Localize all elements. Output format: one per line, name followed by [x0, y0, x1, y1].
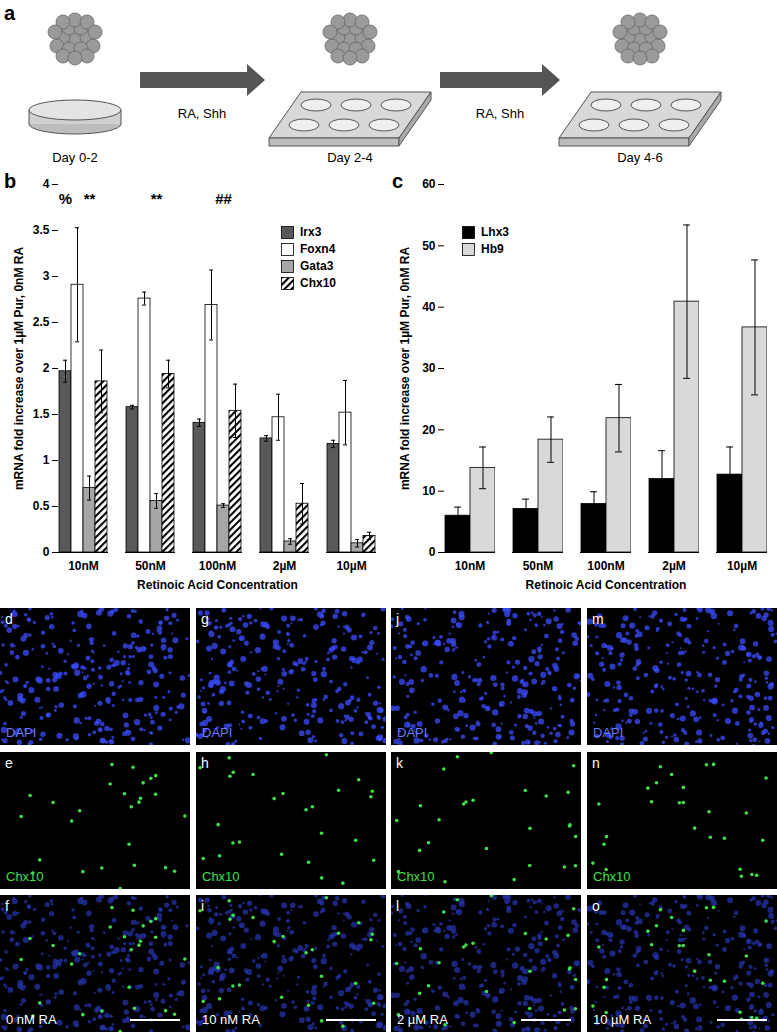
svg-text:mRNA fold increase over 1µM Pu: mRNA fold increase over 1µM Pur, 0nM RA	[398, 247, 412, 491]
svg-text:3.5: 3.5	[33, 223, 50, 237]
svg-text:e: e	[5, 755, 13, 771]
html-text:b: b	[4, 170, 17, 192]
svg-text:DAPI: DAPI	[6, 725, 36, 740]
svg-text:50nM: 50nM	[135, 559, 166, 573]
svg-text:n: n	[592, 755, 600, 771]
svg-text:DAPI: DAPI	[202, 725, 232, 740]
svg-text:Chx10: Chx10	[6, 869, 44, 884]
svg-text:DAPI: DAPI	[397, 725, 427, 740]
svg-text:50: 50	[422, 239, 436, 253]
svg-text:Chx10: Chx10	[202, 869, 240, 884]
html-text:Lhx3: Lhx3	[481, 225, 509, 239]
svg-text:Day 0-2: Day 0-2	[52, 150, 98, 165]
svg-text:10 µM RA: 10 µM RA	[593, 1012, 651, 1027]
svg-text:2.5: 2.5	[33, 315, 50, 329]
svg-text:h: h	[201, 755, 209, 771]
svg-text:mRNA fold increase over 1µM Pu: mRNA fold increase over 1µM Pur, 0nM RA	[12, 247, 26, 491]
svg-text:**: **	[84, 190, 96, 207]
svg-text:j: j	[395, 611, 399, 627]
svg-text:60: 60	[422, 177, 436, 191]
svg-text:10µM: 10µM	[727, 559, 757, 573]
html-text:Chx10: Chx10	[300, 276, 336, 290]
html-text:Foxn4: Foxn4	[300, 242, 336, 256]
svg-text:1.5: 1.5	[33, 407, 50, 421]
svg-text:50nM: 50nM	[523, 559, 554, 573]
svg-text:Day 2-4: Day 2-4	[327, 150, 373, 165]
svg-text:10: 10	[422, 484, 436, 498]
svg-text:2µM: 2µM	[662, 559, 686, 573]
svg-text:##: ##	[215, 190, 232, 207]
svg-text:RA, Shh: RA, Shh	[476, 106, 524, 121]
svg-text:m: m	[592, 611, 604, 627]
svg-text:l: l	[396, 898, 399, 914]
svg-text:40: 40	[422, 300, 436, 314]
svg-text:Day 4-6: Day 4-6	[617, 150, 663, 165]
svg-text:4: 4	[43, 177, 50, 191]
svg-text:RA, Shh: RA, Shh	[178, 106, 226, 121]
svg-text:2: 2	[43, 361, 50, 375]
svg-text:0.5: 0.5	[33, 499, 50, 513]
svg-text:0: 0	[429, 545, 436, 559]
svg-text:f: f	[5, 898, 9, 914]
svg-text:20: 20	[422, 423, 436, 437]
svg-text:%: %	[59, 190, 72, 207]
svg-text:100nM: 100nM	[199, 559, 236, 573]
svg-text:100nM: 100nM	[587, 559, 624, 573]
html-text:Hb9: Hb9	[481, 242, 504, 256]
svg-text:Chx10: Chx10	[397, 869, 435, 884]
svg-text:30: 30	[422, 361, 436, 375]
svg-text:10nM: 10nM	[455, 559, 486, 573]
svg-text:1: 1	[43, 453, 50, 467]
svg-text:i: i	[201, 898, 204, 914]
svg-text:10 nM RA: 10 nM RA	[202, 1012, 260, 1027]
svg-text:a: a	[4, 2, 16, 24]
html-text:c: c	[392, 170, 404, 192]
svg-text:d: d	[5, 611, 13, 627]
html-text:Irx3: Irx3	[300, 225, 322, 239]
svg-text:2 µM RA: 2 µM RA	[397, 1012, 448, 1027]
svg-text:0: 0	[43, 545, 50, 559]
svg-text:Retinoic Acid Concentration: Retinoic Acid Concentration	[137, 578, 298, 592]
svg-text:Chx10: Chx10	[593, 869, 631, 884]
svg-text:o: o	[592, 898, 600, 914]
svg-text:Retinoic Acid Concentration: Retinoic Acid Concentration	[526, 578, 687, 592]
svg-text:0 nM RA: 0 nM RA	[6, 1012, 57, 1027]
svg-text:DAPI: DAPI	[593, 725, 623, 740]
svg-text:k: k	[396, 755, 404, 771]
svg-text:10nM: 10nM	[68, 559, 99, 573]
svg-text:**: **	[151, 190, 163, 207]
svg-text:g: g	[201, 611, 209, 627]
html-text:Gata3: Gata3	[300, 259, 334, 273]
svg-text:2µM: 2µM	[273, 559, 297, 573]
svg-text:3: 3	[43, 269, 50, 283]
svg-text:10µM: 10µM	[336, 559, 366, 573]
